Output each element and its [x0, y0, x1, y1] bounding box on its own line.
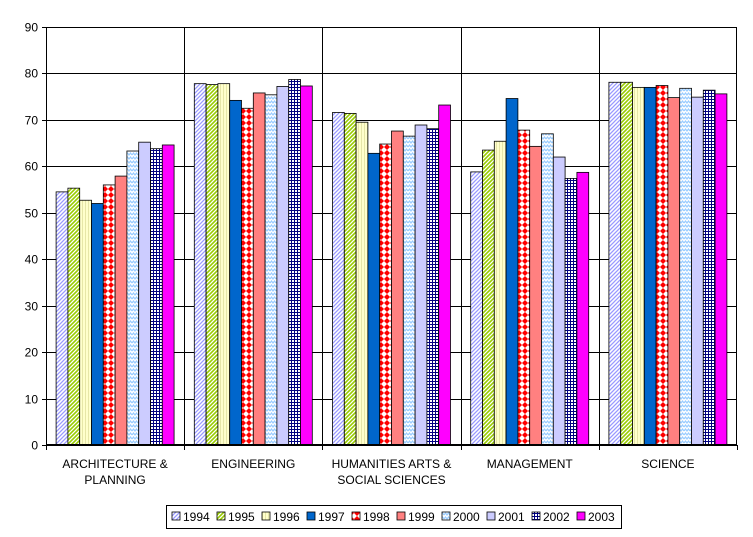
y-tick-label-80: 80 — [25, 67, 39, 81]
bar-1997-architecture-planning — [91, 203, 104, 446]
bar-1996-management — [493, 140, 507, 446]
bar-2001-architecture-planning — [138, 141, 151, 446]
bar-2002-management — [564, 178, 578, 446]
category-label-0-line-1: PLANNING — [84, 473, 145, 487]
legend-swatch-2001 — [486, 511, 496, 521]
bar-1998-engineering — [241, 107, 254, 446]
bar-1995-architecture-planning — [67, 187, 81, 446]
bar-1999-science — [667, 97, 681, 446]
y-tick-label-0: 0 — [31, 439, 38, 453]
legend-label-1998: 1998 — [363, 510, 390, 524]
x-axis-categories: ARCHITECTURE & PLANNING ENGINEERING HUMANIT… — [62, 457, 694, 487]
legend-label-1999: 1999 — [408, 510, 435, 524]
bar-1996-science — [632, 86, 645, 446]
bar-1998-management — [517, 129, 531, 446]
bar-1996-humanities-arts-social-sciences — [355, 121, 369, 446]
y-tick-label-50: 50 — [25, 207, 39, 221]
bar-2001-engineering — [276, 86, 290, 446]
category-label-1-line-0: ENGINEERING — [211, 457, 295, 471]
bars — [55, 79, 728, 446]
bar-2003-architecture-planning — [161, 144, 175, 446]
legend-swatch-2002 — [531, 511, 541, 521]
legend-label-2002: 2002 — [543, 510, 570, 524]
bar-1995-management — [482, 149, 495, 446]
y-tick-label-40: 40 — [25, 253, 39, 267]
legend-label-2003: 2003 — [588, 510, 615, 524]
legend: 1994 1995 1996 1997 1998 1999 2000 2001 2002 2003 — [166, 505, 622, 529]
bar-1995-engineering — [205, 84, 219, 446]
bar-1997-engineering — [229, 99, 242, 446]
y-tick-label-20: 20 — [25, 346, 39, 360]
bar-1995-humanities-arts-social-sciences — [343, 112, 357, 446]
bar-1999-management — [529, 145, 542, 446]
bar-2002-architecture-planning — [150, 148, 163, 446]
legend-box — [166, 505, 622, 529]
legend-swatch-1994 — [171, 511, 181, 521]
category-label-4-line-0: SCIENCE — [641, 457, 694, 471]
bar-2003-engineering — [300, 85, 313, 446]
legend-label-2001: 2001 — [498, 510, 525, 524]
bar-1998-architecture-planning — [102, 184, 116, 446]
bar-1998-humanities-arts-social-sciences — [379, 143, 392, 446]
y-axis-ticks: 0 10 20 30 40 50 60 70 80 90 — [25, 21, 46, 453]
legend-swatch-1997 — [306, 511, 316, 521]
bar-1999-architecture-planning — [114, 175, 128, 446]
bar-1994-engineering — [193, 83, 207, 446]
bar-2002-humanities-arts-social-sciences — [426, 128, 440, 446]
bar-2001-science — [691, 96, 704, 446]
category-label-0-line-0: ARCHITECTURE & — [62, 457, 167, 471]
bar-1995-science — [620, 81, 633, 446]
legend-swatch-2000 — [441, 511, 451, 521]
y-tick-label-30: 30 — [25, 300, 39, 314]
bar-1997-management — [505, 98, 519, 446]
bar-1996-engineering — [217, 83, 231, 446]
y-tick-label-60: 60 — [25, 160, 39, 174]
y-tick-label-90: 90 — [25, 21, 39, 35]
bar-1997-humanities-arts-social-sciences — [367, 152, 381, 446]
bar-1999-engineering — [252, 92, 266, 446]
bar-1996-architecture-planning — [79, 199, 92, 446]
bar-1999-humanities-arts-social-sciences — [391, 130, 404, 446]
legend-label-1994: 1994 — [183, 510, 210, 524]
bar-2001-management — [552, 156, 566, 446]
bar-2002-engineering — [288, 79, 301, 446]
bar-2003-science — [714, 93, 728, 446]
bar-1998-science — [655, 85, 669, 446]
bar-2001-humanities-arts-social-sciences — [414, 124, 428, 446]
category-label-3-line-0: MANAGEMENT — [487, 457, 574, 471]
bar-2000-humanities-arts-social-sciences — [402, 135, 416, 446]
legend-swatch-1999 — [396, 511, 406, 521]
category-label-2-line-0: HUMANITIES ARTS & — [332, 457, 452, 471]
y-tick-label-70: 70 — [25, 114, 39, 128]
bar-1994-science — [608, 81, 622, 446]
bar-1994-humanities-arts-social-sciences — [332, 112, 345, 446]
bar-2000-architecture-planning — [126, 150, 140, 446]
y-tick-label-10: 10 — [25, 393, 39, 407]
bar-2000-management — [541, 133, 554, 446]
legend-swatch-1998 — [351, 511, 361, 521]
axes — [46, 27, 738, 450]
bar-2000-science — [679, 87, 692, 446]
bar-2003-management — [576, 171, 590, 446]
legend-swatch-2003 — [576, 511, 586, 521]
bar-1997-science — [643, 86, 657, 446]
legend-label-2000: 2000 — [453, 510, 480, 524]
legend-swatch-1996 — [261, 511, 271, 521]
bar-2003-humanities-arts-social-sciences — [438, 104, 451, 446]
bar-1994-architecture-planning — [55, 191, 69, 446]
legend-swatch-1995 — [216, 511, 226, 521]
legend-label-1996: 1996 — [273, 510, 300, 524]
bar-2002-science — [702, 89, 716, 446]
legend-label-1995: 1995 — [228, 510, 255, 524]
bar-2000-engineering — [264, 94, 278, 446]
category-label-2-line-1: SOCIAL SCIENCES — [337, 473, 445, 487]
legend-label-1997: 1997 — [318, 510, 345, 524]
bar-1994-management — [470, 171, 483, 446]
